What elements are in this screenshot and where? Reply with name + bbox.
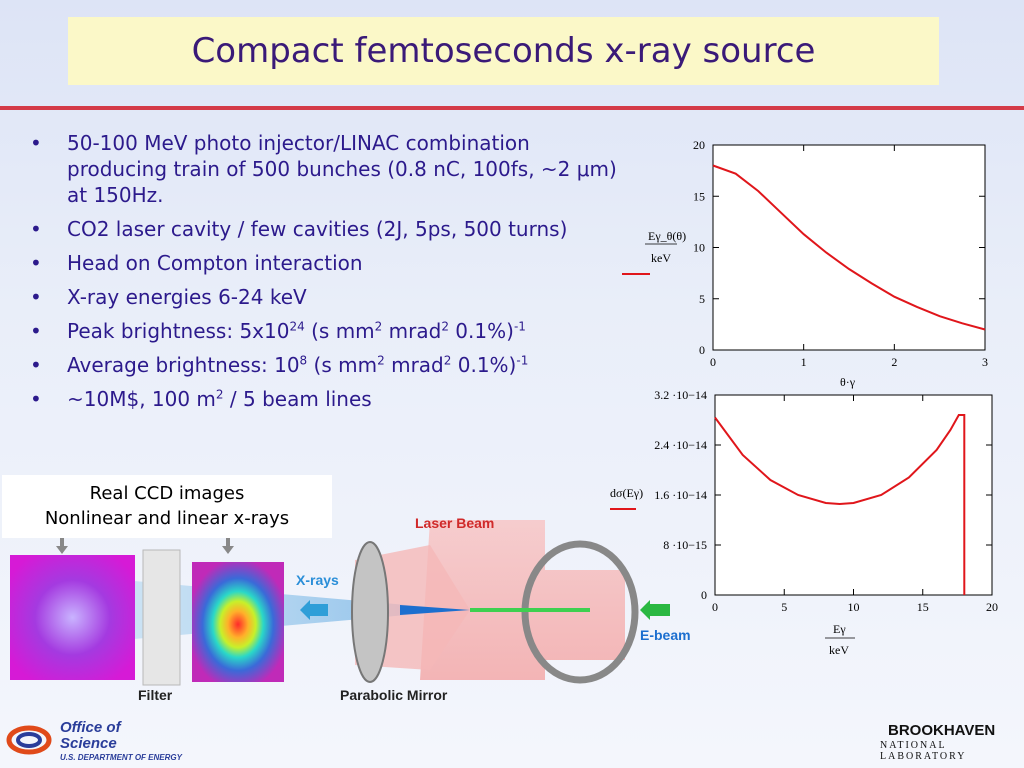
plot-frame: [712, 144, 986, 351]
bullet-item: CO2 laser cavity / few cavities (2J, 5ps…: [30, 216, 630, 242]
xray-cone: [400, 605, 470, 615]
energy-curve: [712, 164, 986, 331]
doe-office-logo: [6, 725, 52, 755]
superscript: 2: [443, 353, 452, 368]
x-tick-label: 0: [710, 355, 716, 369]
superscript: -1: [513, 319, 526, 334]
slide-title: Compact femtoseconds x-ray source: [191, 31, 816, 71]
y-axis-unit: keV: [651, 251, 671, 265]
filter-plate: [142, 549, 181, 686]
y-tick-label: 1.6 ·10−14: [654, 488, 707, 502]
xrays-label: X-rays: [296, 572, 339, 588]
doe-swirl-icon: [16, 732, 42, 748]
bullet-text: 50-100 MeV photo injector/LINAC combinat…: [67, 131, 577, 181]
brookhaven-logo: BROOKHAVEN: [888, 722, 996, 739]
x-tick-label: 10: [848, 600, 860, 614]
bullet-text: 0.1%): [451, 353, 517, 377]
bullet-text: Average brightness: 10: [67, 353, 300, 377]
ccd-caption-line: Nonlinear and linear x-rays: [44, 508, 290, 529]
ebeam-label: E-beam: [640, 627, 691, 643]
y-axis-label: Eγ_θ(θ): [648, 229, 686, 243]
x-tick-label: 5: [781, 600, 787, 614]
superscript: 2: [215, 387, 224, 402]
doe-swirl-icon: [6, 725, 52, 755]
bullet-text: m) at 150Hz.: [67, 157, 617, 207]
bullet-item: Peak brightness: 5x1024 (s mm2 mrad2 0.1…: [30, 318, 630, 344]
x-tick-label: 20: [986, 600, 998, 614]
y-tick-label: 3.2 ·10−14: [654, 388, 707, 402]
bullet-text: (s mm: [307, 353, 378, 377]
office-line: Science: [60, 735, 117, 752]
y-tick-label: 2.4 ·10−14: [654, 438, 707, 452]
y-tick-label: 5: [699, 292, 705, 306]
bullet-item: 50-100 MeV photo injector/LINAC combinat…: [30, 130, 630, 208]
ccd-caption-line: Real CCD images: [89, 483, 245, 504]
bullet-item: X-ray energies 6-24 keV: [30, 284, 630, 310]
plot-frame: [714, 394, 993, 596]
office-line: Office of: [60, 719, 121, 736]
ebeam-arrow: [640, 600, 670, 620]
x-axis-label: Eγ: [833, 622, 846, 636]
parabolic-mirror: [351, 541, 389, 683]
superscript: 2: [374, 319, 383, 334]
energy-angle-chart: 0 1 2 3 0 5 10 15 20 Eγ_θ(θ) keV θ·γ: [622, 138, 988, 389]
superscript: 24: [289, 319, 305, 334]
xray-arrow: [300, 600, 328, 620]
bullet-text: X-ray energies 6-24 keV: [67, 285, 307, 309]
title-divider: [0, 106, 1024, 110]
x-tick-label: 2: [891, 355, 897, 369]
x-axis-unit: keV: [829, 643, 849, 657]
ccd-nonlinear-image: [10, 555, 135, 680]
bullet-list: 50-100 MeV photo injector/LINAC combinat…: [30, 130, 630, 420]
doe-label: U.S. DEPARTMENT OF ENERGY: [60, 753, 182, 762]
cross-section-curve: [714, 414, 966, 595]
x-tick-label: 3: [982, 355, 988, 369]
y-tick-label: 10: [693, 241, 705, 255]
y-axis-label: dσ(Eγ): [610, 486, 643, 500]
y-tick-label: 15: [693, 189, 705, 203]
x-tick-label: 0: [712, 600, 718, 614]
bullet-text: ~10M$, 100 m: [67, 387, 216, 411]
compton-source-diagram: Laser Beam X-rays E-beam Filter Paraboli…: [10, 515, 691, 703]
bullet-text: Peak brightness: 5x10: [67, 319, 290, 343]
bullet-item: Average brightness: 108 (s mm2 mrad2 0.1…: [30, 352, 630, 378]
x-tick-label: 15: [917, 600, 929, 614]
bullet-text: Head on Compton interaction: [67, 251, 363, 275]
bullet-text: mrad: [382, 319, 442, 343]
mu-symbol: μ: [576, 157, 590, 181]
superscript: -1: [516, 353, 529, 368]
brookhaven-subtitle: NATIONAL LABORATORY: [880, 740, 967, 762]
y-tick-label: 0: [701, 588, 707, 602]
caption-arrow-head: [222, 546, 234, 554]
ccd-caption: Real CCD images Nonlinear and linear x-r…: [2, 475, 332, 538]
title-box: Compact femtoseconds x-ray source: [68, 17, 939, 85]
office-of-science: Office of Science: [60, 720, 121, 752]
laser-beam-label: Laser Beam: [415, 515, 494, 531]
x-axis-label: θ·γ: [840, 375, 856, 389]
filter-label: Filter: [138, 687, 173, 703]
bullet-text: 0.1%): [448, 319, 514, 343]
bullet-text: (s mm: [304, 319, 375, 343]
superscript: 2: [441, 319, 449, 334]
y-tick-label: 0: [699, 343, 705, 357]
bullet-text: / 5 beam lines: [223, 387, 372, 411]
caption-arrow-head: [56, 546, 68, 554]
bullet-text: CO2 laser cavity / few cavities (2J, 5ps…: [67, 217, 568, 241]
bullet-item: ~10M$, 100 m2 / 5 beam lines: [30, 386, 630, 412]
superscript: 2: [377, 353, 385, 368]
x-tick-label: 1: [801, 355, 807, 369]
bullet-item: Head on Compton interaction: [30, 250, 630, 276]
y-tick-label: 20: [693, 138, 705, 152]
mirror-label: Parabolic Mirror: [340, 687, 448, 703]
superscript: 8: [299, 353, 308, 368]
y-tick-label: 8 ·10−15: [663, 538, 707, 552]
cross-section-chart: 0 5 10 15 20 0 8 ·10−15 1.6 ·10−14 2.4 ·10−14 3.2…: [610, 388, 998, 657]
ccd-linear-image: [192, 562, 284, 682]
bullet-text: mrad: [384, 353, 444, 377]
